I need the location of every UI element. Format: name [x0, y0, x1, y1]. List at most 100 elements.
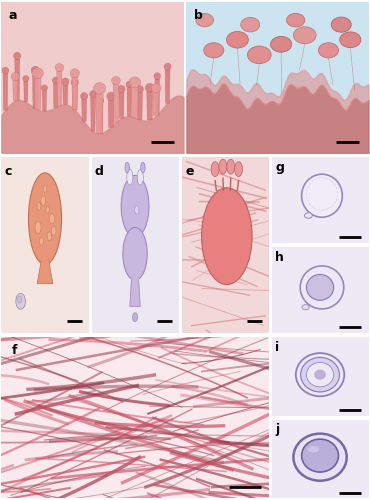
- Ellipse shape: [11, 72, 20, 80]
- Text: d: d: [95, 165, 104, 178]
- Ellipse shape: [302, 304, 309, 310]
- Polygon shape: [37, 259, 53, 283]
- Ellipse shape: [55, 64, 64, 72]
- Ellipse shape: [301, 358, 339, 392]
- Ellipse shape: [71, 79, 78, 86]
- Ellipse shape: [46, 206, 49, 214]
- Ellipse shape: [81, 92, 88, 100]
- Polygon shape: [41, 254, 49, 262]
- Ellipse shape: [49, 214, 55, 224]
- Polygon shape: [72, 78, 77, 110]
- Polygon shape: [98, 104, 102, 134]
- Ellipse shape: [204, 43, 224, 58]
- Polygon shape: [34, 78, 41, 110]
- Ellipse shape: [53, 77, 59, 84]
- Text: c: c: [5, 165, 12, 178]
- Polygon shape: [57, 72, 62, 106]
- Ellipse shape: [241, 18, 260, 32]
- Text: f: f: [12, 344, 18, 357]
- Ellipse shape: [123, 228, 147, 280]
- Ellipse shape: [331, 17, 351, 32]
- Ellipse shape: [293, 27, 316, 44]
- Ellipse shape: [62, 78, 69, 86]
- Ellipse shape: [196, 14, 213, 27]
- Polygon shape: [24, 82, 28, 102]
- Text: h: h: [275, 251, 284, 264]
- Ellipse shape: [97, 97, 104, 104]
- Ellipse shape: [306, 274, 334, 300]
- Ellipse shape: [32, 68, 43, 78]
- Ellipse shape: [132, 313, 138, 322]
- Polygon shape: [155, 79, 159, 115]
- Ellipse shape: [41, 196, 46, 206]
- Polygon shape: [131, 272, 139, 280]
- Ellipse shape: [137, 86, 144, 92]
- Ellipse shape: [31, 66, 40, 74]
- Ellipse shape: [300, 266, 344, 309]
- Ellipse shape: [47, 232, 51, 240]
- Ellipse shape: [51, 226, 56, 235]
- Ellipse shape: [314, 370, 326, 380]
- Ellipse shape: [70, 69, 79, 78]
- Ellipse shape: [107, 92, 115, 100]
- Ellipse shape: [127, 170, 133, 185]
- Ellipse shape: [118, 86, 125, 92]
- Polygon shape: [131, 88, 138, 118]
- Polygon shape: [54, 84, 58, 108]
- Text: i: i: [275, 340, 280, 353]
- Polygon shape: [63, 85, 68, 104]
- Polygon shape: [3, 74, 8, 110]
- Polygon shape: [33, 74, 38, 108]
- Polygon shape: [127, 224, 143, 236]
- Polygon shape: [153, 92, 159, 116]
- Text: b: b: [194, 9, 203, 22]
- Ellipse shape: [151, 84, 161, 93]
- Ellipse shape: [37, 202, 41, 210]
- Ellipse shape: [28, 173, 61, 264]
- Polygon shape: [42, 90, 46, 111]
- Polygon shape: [127, 88, 131, 117]
- Ellipse shape: [270, 36, 292, 52]
- Text: e: e: [185, 165, 194, 178]
- Polygon shape: [82, 100, 87, 122]
- Ellipse shape: [302, 439, 339, 472]
- Ellipse shape: [2, 67, 9, 74]
- Ellipse shape: [248, 46, 271, 64]
- Ellipse shape: [141, 162, 145, 173]
- Ellipse shape: [18, 296, 22, 303]
- Ellipse shape: [145, 84, 154, 92]
- Ellipse shape: [211, 162, 219, 176]
- Text: a: a: [9, 9, 17, 22]
- Polygon shape: [91, 98, 95, 132]
- Polygon shape: [15, 59, 20, 100]
- Ellipse shape: [135, 206, 139, 214]
- Ellipse shape: [164, 63, 171, 70]
- Ellipse shape: [302, 174, 342, 217]
- Ellipse shape: [14, 52, 21, 60]
- Ellipse shape: [319, 43, 339, 58]
- Ellipse shape: [226, 32, 248, 48]
- Polygon shape: [108, 100, 114, 128]
- Polygon shape: [96, 94, 103, 134]
- Ellipse shape: [41, 85, 47, 91]
- Ellipse shape: [126, 81, 132, 87]
- Polygon shape: [119, 92, 124, 118]
- Ellipse shape: [125, 162, 130, 173]
- Polygon shape: [138, 92, 142, 120]
- Text: j: j: [275, 423, 280, 436]
- Ellipse shape: [137, 170, 143, 185]
- Ellipse shape: [112, 76, 120, 85]
- Ellipse shape: [23, 76, 29, 82]
- Polygon shape: [130, 276, 140, 306]
- Polygon shape: [73, 86, 77, 110]
- Ellipse shape: [219, 159, 227, 174]
- Polygon shape: [147, 92, 152, 120]
- Ellipse shape: [293, 434, 347, 480]
- Ellipse shape: [154, 73, 161, 80]
- Ellipse shape: [306, 362, 334, 387]
- Ellipse shape: [94, 82, 105, 94]
- Ellipse shape: [287, 14, 305, 27]
- Ellipse shape: [296, 353, 344, 397]
- Ellipse shape: [307, 446, 319, 452]
- Polygon shape: [165, 70, 170, 103]
